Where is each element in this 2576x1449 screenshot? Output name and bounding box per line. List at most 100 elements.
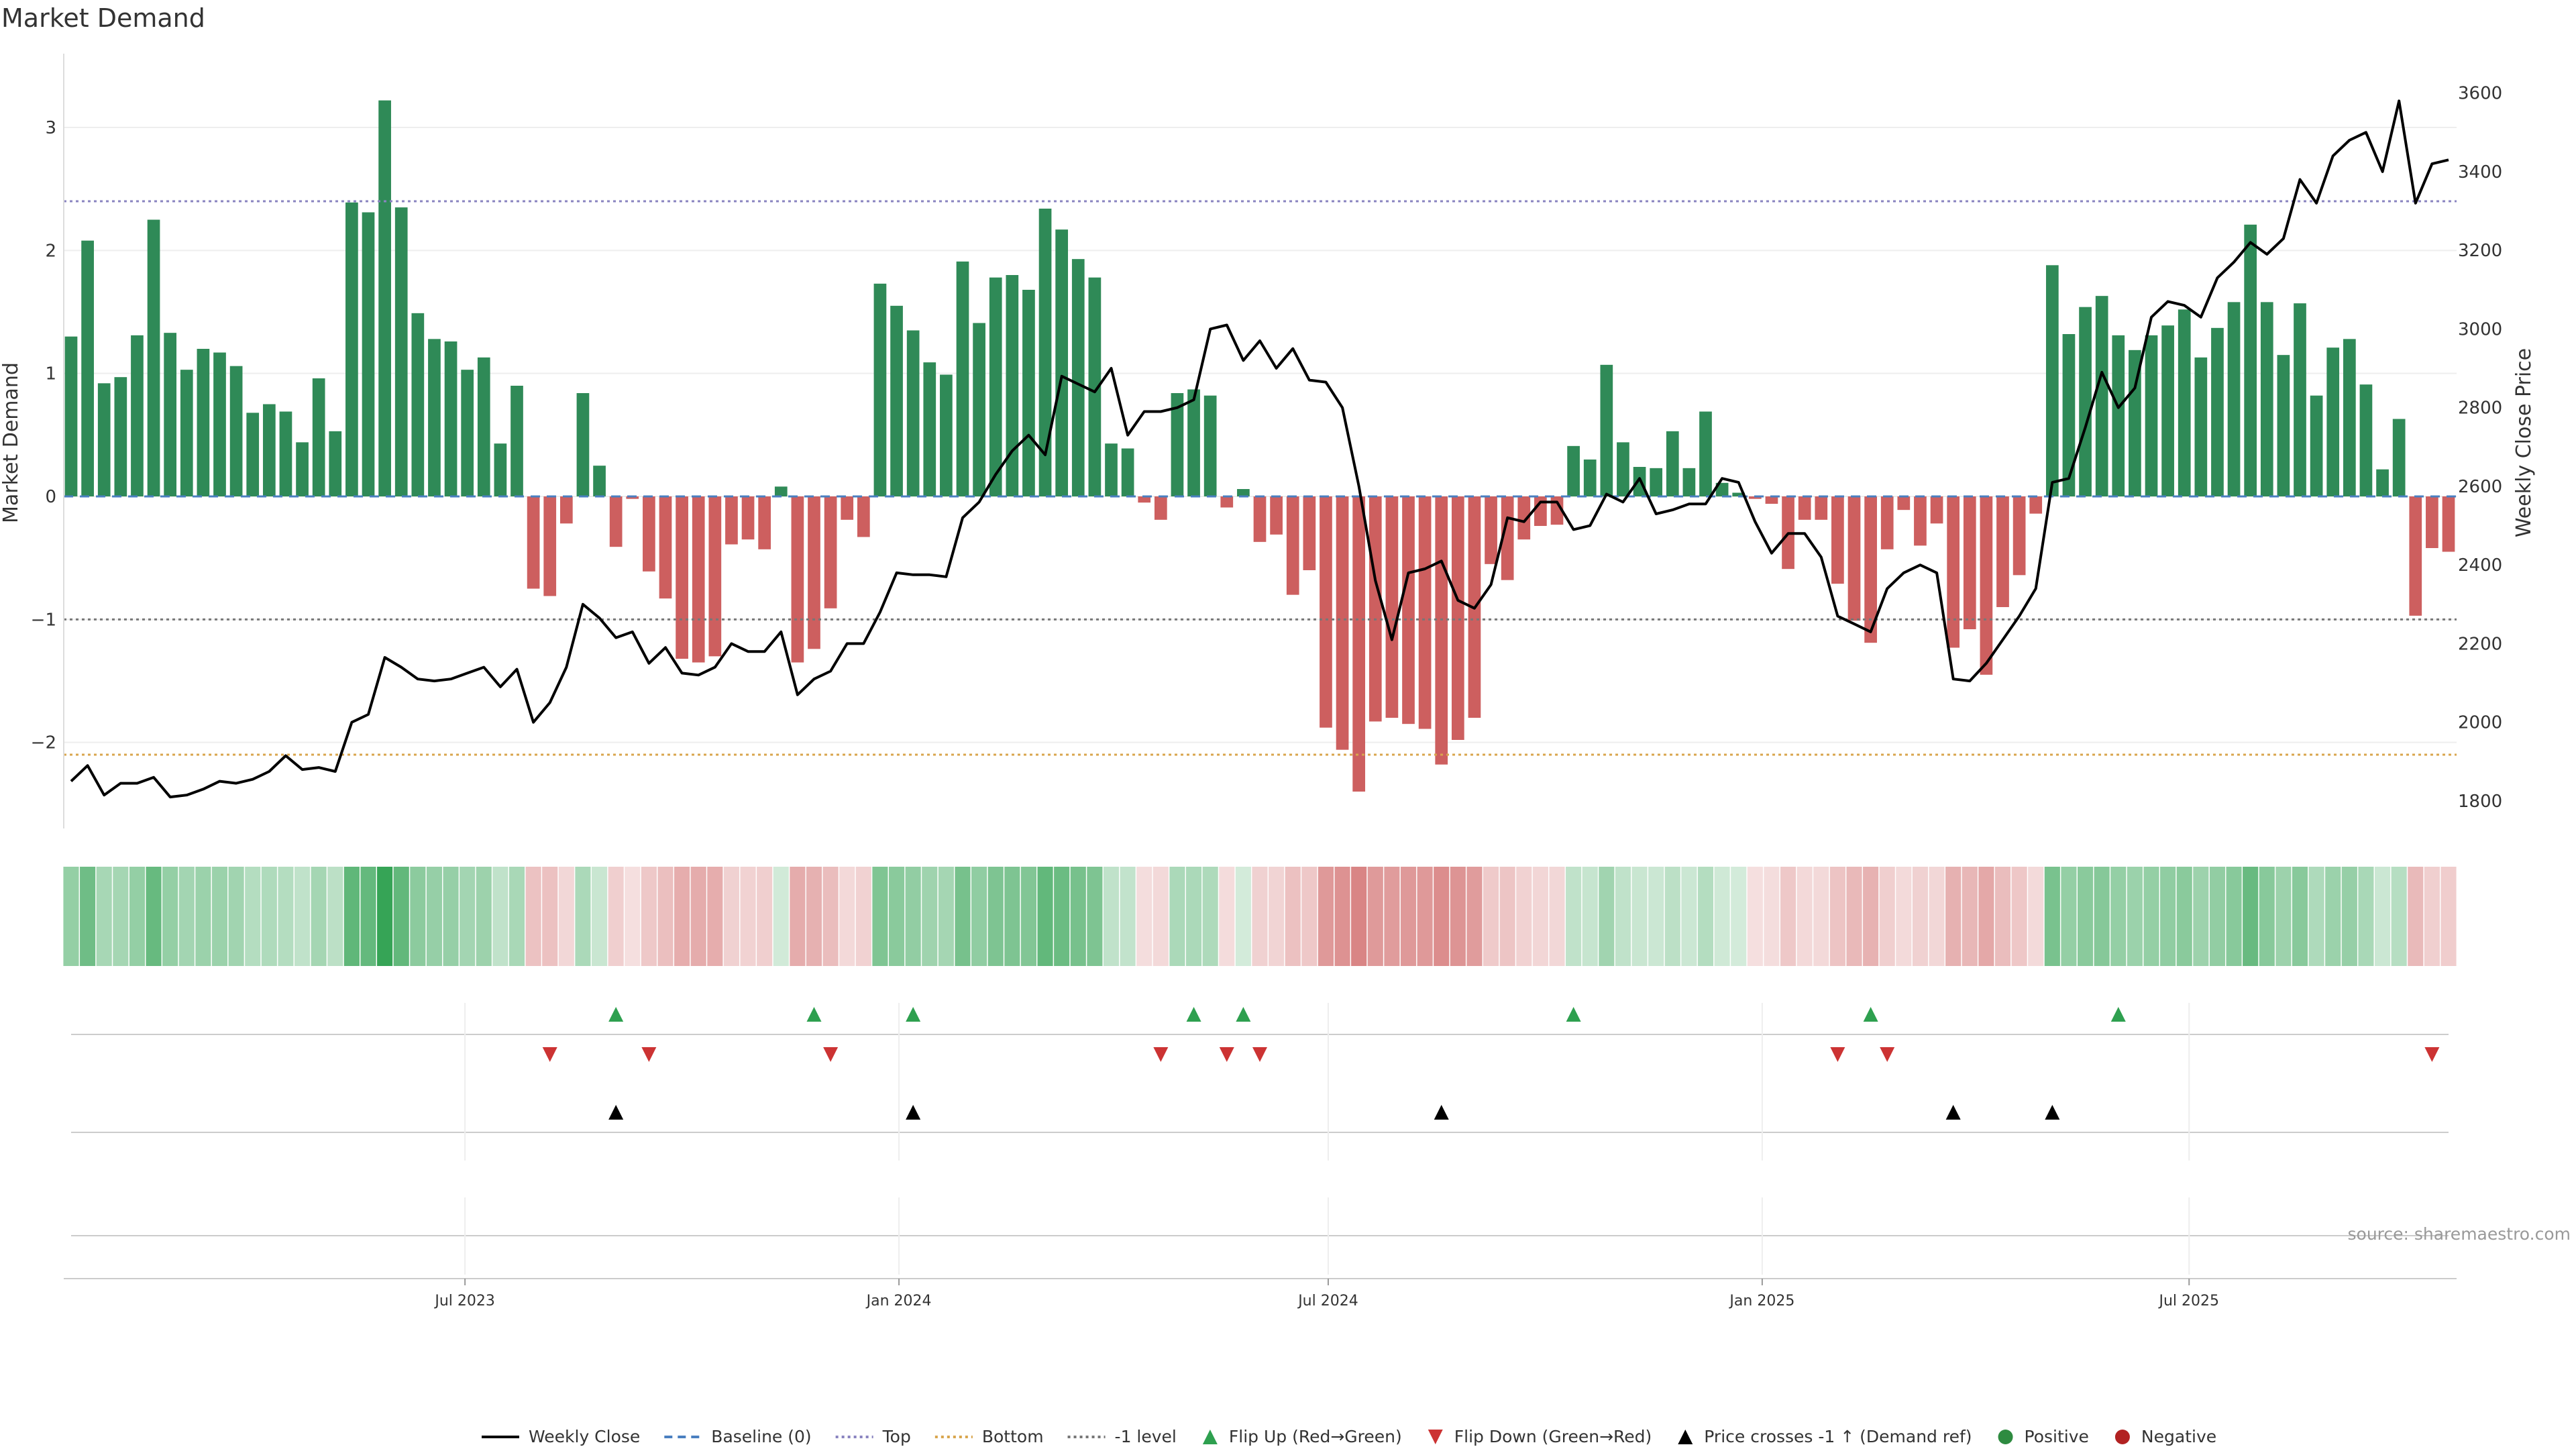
heat-cell: [1499, 867, 1515, 966]
heat-cell: [2127, 867, 2143, 966]
heat-cell: [905, 867, 921, 966]
heat-cell: [2044, 867, 2060, 966]
y-tick-label: 3: [45, 118, 56, 138]
demand-bar: [659, 496, 672, 599]
demand-bar: [758, 496, 771, 549]
heat-cell: [178, 867, 195, 966]
legend-entry: Bottom: [934, 1427, 1044, 1446]
heat-cell: [971, 867, 987, 966]
demand-bar: [1996, 496, 2009, 607]
heat-cell: [195, 867, 211, 966]
demand-bar: [329, 431, 342, 496]
demand-bar: [543, 496, 557, 596]
heat-cell: [608, 867, 624, 966]
heat-cell: [1185, 867, 1202, 966]
flip-up-marker: [906, 1007, 921, 1022]
demand-bar: [725, 496, 738, 545]
heat-cell: [2408, 867, 2424, 966]
heat-cell: [690, 867, 706, 966]
heat-cell: [129, 867, 146, 966]
demand-bar: [2392, 419, 2406, 496]
heat-cell: [1202, 867, 1218, 966]
heat-cell: [1697, 867, 1714, 966]
heat-cell: [80, 867, 96, 966]
heat-cell: [1516, 867, 1532, 966]
heat-cell: [294, 867, 311, 966]
heat-cell: [1912, 867, 1929, 966]
heat-cell: [1631, 867, 1648, 966]
demand-bar: [2194, 357, 2208, 496]
demand-bar: [1071, 259, 1085, 496]
demand-bar: [2029, 496, 2043, 514]
demand-bar: [1105, 443, 1118, 496]
legend-label: Positive: [2025, 1427, 2089, 1446]
demand-bar: [164, 333, 177, 496]
demand-bar: [2277, 355, 2290, 496]
demand-bar: [2326, 347, 2340, 496]
price-cross-marker: [2045, 1105, 2060, 1120]
legend-label: Negative: [2141, 1427, 2216, 1446]
legend-label: -1 level: [1115, 1427, 1177, 1446]
heat-cell: [1796, 867, 1813, 966]
heat-cell: [888, 867, 905, 966]
flip-up-marker: [2110, 1007, 2126, 1022]
demand-bar: [857, 496, 870, 537]
demand-bar: [2079, 307, 2092, 496]
flip-down-marker: [1153, 1047, 1169, 1062]
demand-bar: [1947, 496, 1960, 648]
heat-cell: [955, 867, 971, 966]
heat-cell: [1566, 867, 1582, 966]
x-tick-label: Jul 2024: [1297, 1293, 1358, 1309]
heat-cell: [1004, 867, 1020, 966]
demand-bar: [1831, 496, 1844, 584]
demand-bar: [708, 496, 722, 657]
legend: Weekly Close Baseline (0) Top Bottom -1 leve…: [482, 1427, 2216, 1446]
legend-label: Baseline (0): [711, 1427, 811, 1446]
signal-panels: [71, 1003, 2449, 1275]
demand-bar: [246, 413, 260, 496]
heat-cell: [1681, 867, 1697, 966]
reference-lines: [64, 200, 2457, 756]
flip-up-marker: [1236, 1007, 1251, 1022]
heat-cell: [63, 867, 79, 966]
heat-cell: [2391, 867, 2407, 966]
demand-bar: [1138, 496, 1151, 503]
heat-cell: [1400, 867, 1417, 966]
heat-cell: [855, 867, 871, 966]
price-line: [70, 99, 2449, 799]
legend-entry: Flip Down (Green→Red): [1428, 1427, 1652, 1446]
demand-bar: [2294, 303, 2306, 496]
source-note: source: sharemaestro.com: [2348, 1224, 2571, 1244]
demand-bar: [1088, 277, 1102, 496]
x-axis: Jul 2023 Jan 2024 Jul 2024 Jan 2025 Jul 2025: [64, 1278, 2457, 1309]
demand-bar: [906, 330, 920, 496]
heat-cell: [1384, 867, 1400, 966]
demand-bar: [1253, 496, 1267, 542]
demand-bar: [180, 370, 193, 496]
y2-tick-label: 2400: [2458, 555, 2502, 576]
heat-cell: [1994, 867, 2011, 966]
heat-cell: [1846, 867, 1862, 966]
demand-bar: [676, 496, 688, 659]
heat-cell: [790, 867, 806, 966]
flip-up-marker: [608, 1007, 624, 1022]
heat-cell: [1549, 867, 1565, 966]
demand-bar: [1897, 496, 1911, 511]
heat-cell: [723, 867, 740, 966]
demand-bar: [940, 374, 953, 496]
heat-cell: [508, 867, 525, 966]
heat-cell: [1813, 867, 1829, 966]
demand-bar: [1880, 496, 1894, 549]
y2-tick-label: 3000: [2458, 319, 2502, 339]
demand-bar: [213, 352, 226, 496]
heat-cell: [1466, 867, 1483, 966]
heat-cell: [1087, 867, 1103, 966]
heat-cell: [872, 867, 888, 966]
demand-bar: [1121, 448, 1134, 496]
demand-bar: [1352, 496, 1366, 792]
y2-axis-label: Weekly Close Price: [2512, 348, 2536, 537]
heat-cell: [757, 867, 773, 966]
heat-cell: [1532, 867, 1548, 966]
heat-cell: [343, 867, 360, 966]
demand-bar: [279, 411, 292, 496]
